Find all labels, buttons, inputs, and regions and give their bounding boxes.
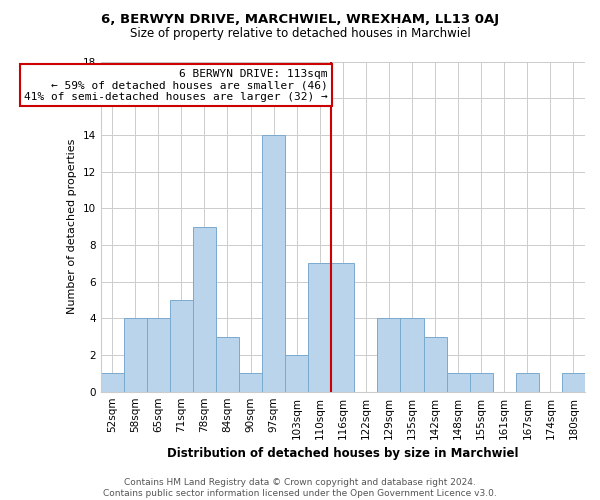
Bar [331,264,355,392]
Bar [470,374,493,392]
Y-axis label: Number of detached properties: Number of detached properties [67,139,77,314]
Text: Contains HM Land Registry data © Crown copyright and database right 2024.
Contai: Contains HM Land Registry data © Crown c… [103,478,497,498]
Bar [147,318,170,392]
Bar [424,336,446,392]
Bar [377,318,400,392]
Bar [262,135,285,392]
Text: 6 BERWYN DRIVE: 113sqm
← 59% of detached houses are smaller (46)
41% of semi-det: 6 BERWYN DRIVE: 113sqm ← 59% of detached… [24,69,328,102]
Bar [216,336,239,392]
Bar [400,318,424,392]
Bar [101,374,124,392]
X-axis label: Distribution of detached houses by size in Marchwiel: Distribution of detached houses by size … [167,447,518,460]
Text: 6, BERWYN DRIVE, MARCHWIEL, WREXHAM, LL13 0AJ: 6, BERWYN DRIVE, MARCHWIEL, WREXHAM, LL1… [101,12,499,26]
Bar [170,300,193,392]
Bar [193,226,216,392]
Bar [308,264,331,392]
Text: Size of property relative to detached houses in Marchwiel: Size of property relative to detached ho… [130,28,470,40]
Bar [516,374,539,392]
Bar [239,374,262,392]
Bar [124,318,147,392]
Bar [285,355,308,392]
Bar [562,374,585,392]
Bar [446,374,470,392]
